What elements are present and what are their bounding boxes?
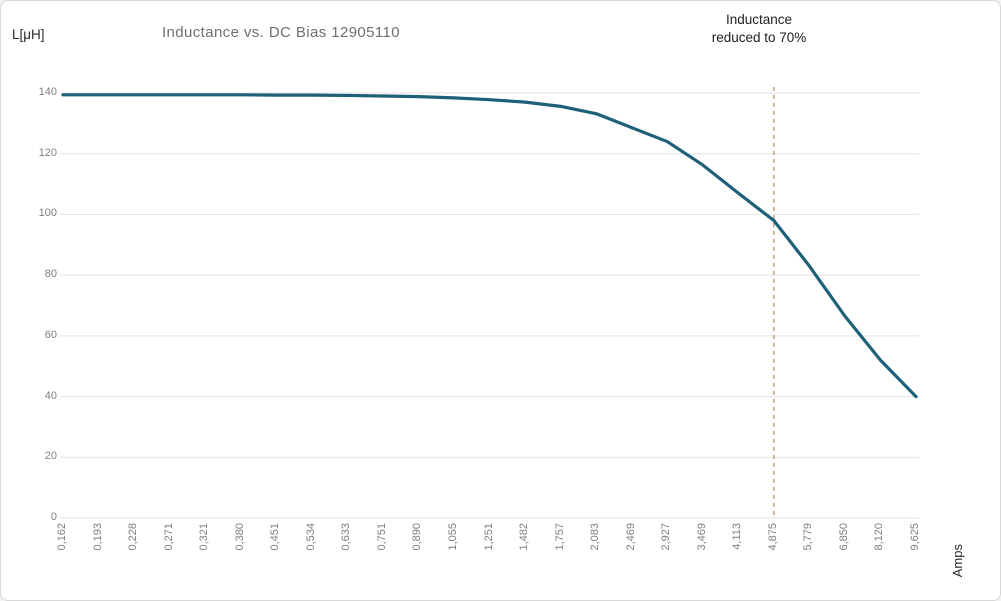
x-tick-label: 0,193 — [91, 523, 104, 551]
x-tick-label: 2,927 — [660, 523, 673, 551]
x-tick-label: 4,113 — [731, 523, 744, 550]
x-tick-label: 1,757 — [553, 523, 566, 551]
x-tick-label: 5,779 — [802, 523, 815, 551]
y-tick-label: 40 — [44, 389, 57, 402]
threshold-annotation-line1: Inductance — [725, 12, 793, 27]
x-tick-label: 0,271 — [162, 523, 175, 551]
y-tick-label: 140 — [38, 86, 57, 98]
x-tick-label: 1,251 — [482, 523, 495, 551]
x-tick-label: 9,625 — [909, 523, 921, 551]
y-tick-label: 20 — [44, 450, 57, 463]
x-tick-label: 0,228 — [127, 523, 140, 551]
x-tick-label: 2,083 — [589, 523, 602, 551]
x-tick-label: 2,469 — [624, 523, 637, 551]
x-tick-label: 1,482 — [518, 523, 531, 551]
x-axis-unit-label: Amps — [950, 544, 965, 578]
y-tick-label: 120 — [38, 146, 57, 159]
x-tick-label: 3,469 — [695, 523, 708, 551]
x-tick-label: 1,055 — [446, 523, 459, 551]
y-tick-label: 60 — [44, 328, 57, 341]
y-tick-label: 0 — [50, 511, 57, 523]
x-tick-label: 0,321 — [198, 523, 211, 551]
x-tick-label: 0,534 — [304, 523, 317, 551]
x-tick-label: 0,751 — [375, 523, 388, 551]
y-axis-unit-label: L[μH] — [12, 27, 45, 42]
x-tick-label: 6,850 — [837, 523, 850, 551]
inductance-curve — [61, 93, 918, 399]
threshold-annotation: Inductance reduced to 70% — [659, 11, 859, 46]
x-tick-label: 8,120 — [873, 523, 886, 551]
y-tick-label: 100 — [38, 207, 57, 220]
x-tick-label: 0,380 — [233, 523, 246, 551]
x-tick-label: 0,890 — [411, 523, 424, 551]
y-tick-label: 80 — [44, 268, 57, 281]
threshold-annotation-line2: reduced to 70% — [711, 29, 807, 45]
x-tick-label: 4,875 — [766, 523, 779, 551]
x-tick-label: 0,451 — [269, 523, 282, 551]
x-tick-label: 0,162 — [56, 523, 68, 551]
x-tick-label: 0,633 — [340, 523, 353, 551]
chart-title: Inductance vs. DC Bias 12905110 — [161, 24, 401, 41]
